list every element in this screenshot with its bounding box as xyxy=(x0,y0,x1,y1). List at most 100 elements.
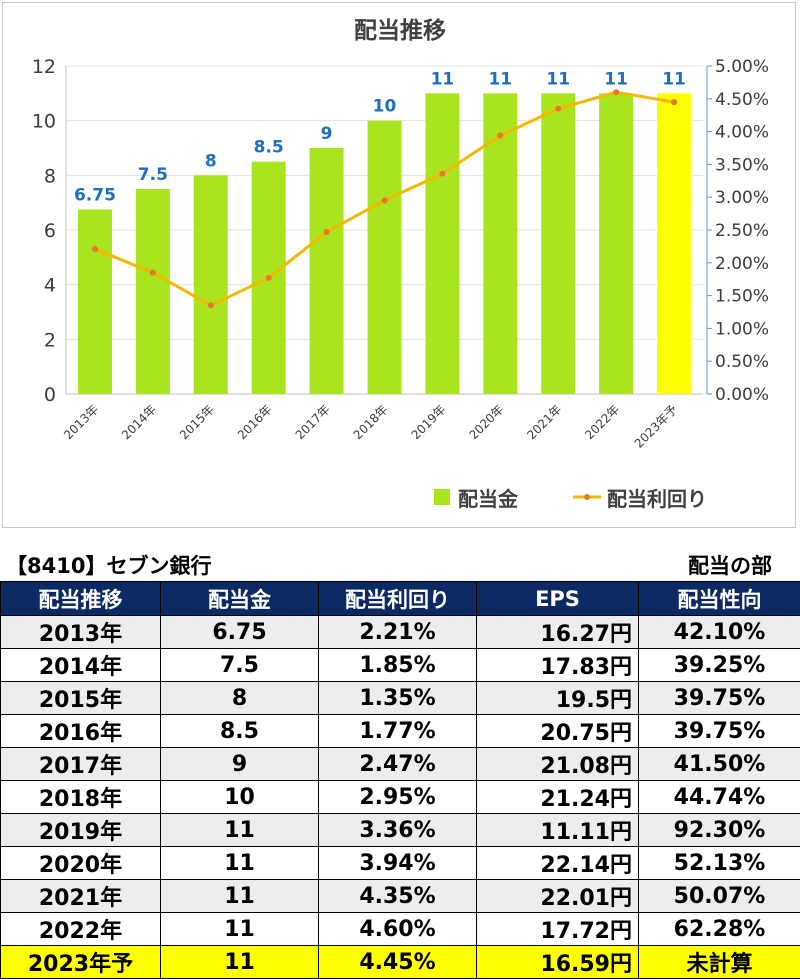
bar-data-label: 8.5 xyxy=(254,138,284,158)
table-cell: 2022年 xyxy=(1,913,161,946)
bar xyxy=(310,148,344,394)
table-cell: 20.75円 xyxy=(477,715,639,748)
y-right-tick-label: 4.50% xyxy=(715,90,769,110)
table-cell: 1.77% xyxy=(319,715,477,748)
table-cell: 22.14円 xyxy=(477,847,639,880)
bar-data-label: 11 xyxy=(604,69,628,89)
y-left-tick-label: 2 xyxy=(44,329,56,351)
x-tick-label: 2019年 xyxy=(409,402,449,442)
y-right-tick-label: 2.00% xyxy=(715,254,769,274)
y-right-tick-label: 3.00% xyxy=(715,188,769,208)
table-header-row: 【8410】セブン銀行 配当の部 xyxy=(0,548,800,578)
x-tick-label: 2021年 xyxy=(524,402,564,442)
bar-data-label: 8 xyxy=(205,151,217,171)
table-cell: 2014年 xyxy=(1,649,161,682)
y-left-tick-label: 4 xyxy=(44,275,56,297)
bar xyxy=(136,189,170,394)
y-right-tick-label: 3.50% xyxy=(715,155,769,175)
bar-data-label: 11 xyxy=(431,69,455,89)
bar-data-label: 11 xyxy=(546,69,570,89)
x-tick-label: 2015年 xyxy=(177,402,217,442)
table-cell: 22.01円 xyxy=(477,880,639,913)
table-cell: 2023年予 xyxy=(1,946,161,979)
table-cell: 2015年 xyxy=(1,682,161,715)
table-cell: 8.5 xyxy=(161,715,319,748)
bar xyxy=(194,175,228,394)
bar-data-label: 11 xyxy=(488,69,512,89)
bar xyxy=(599,93,633,394)
table-cell: 21.08円 xyxy=(477,748,639,781)
table-cell: 62.28% xyxy=(639,913,800,946)
table-cell: 6.75 xyxy=(161,616,319,649)
table-cell: 11 xyxy=(161,847,319,880)
table-cell: 2019年 xyxy=(1,814,161,847)
y-left-tick-label: 0 xyxy=(44,384,56,406)
legend-label-line: 配当利回り xyxy=(607,487,707,511)
y-right-tick-label: 5.00% xyxy=(715,57,769,77)
legend-swatch-marker xyxy=(584,494,590,500)
table-cell: 50.07% xyxy=(639,880,800,913)
y-right-tick-label: 0.50% xyxy=(715,352,769,372)
table-cell: 2013年 xyxy=(1,616,161,649)
table-cell: 11.11円 xyxy=(477,814,639,847)
x-tick-label: 2016年 xyxy=(235,402,275,442)
table-cell: 21.24円 xyxy=(477,781,639,814)
table-cell: 3.94% xyxy=(319,847,477,880)
column-header: 配当性向 xyxy=(639,582,800,616)
table-cell: 10 xyxy=(161,781,319,814)
yield-point xyxy=(555,106,561,112)
table-cell: 39.25% xyxy=(639,649,800,682)
table-cell: 42.10% xyxy=(639,616,800,649)
table-cell: 3.36% xyxy=(319,814,477,847)
column-header: EPS xyxy=(477,582,639,616)
table-cell: 4.60% xyxy=(319,913,477,946)
section-title: 配当の部 xyxy=(688,550,772,580)
chart-title: 配当推移 xyxy=(354,18,446,44)
table-cell: 7.5 xyxy=(161,649,319,682)
table-cell: 1.85% xyxy=(319,649,477,682)
y-left-tick-label: 6 xyxy=(44,220,56,242)
table-cell: 17.83円 xyxy=(477,649,639,682)
bar xyxy=(425,93,459,394)
table-cell: 39.75% xyxy=(639,715,800,748)
table-cell: 11 xyxy=(161,814,319,847)
table-cell: 8 xyxy=(161,682,319,715)
yield-point xyxy=(266,275,272,281)
bar-data-label: 6.75 xyxy=(74,186,116,206)
table-header: 配当推移 配当金 配当利回り EPS 配当性向 xyxy=(1,582,800,616)
column-header: 配当推移 xyxy=(1,582,161,616)
y-left-tick-label: 12 xyxy=(32,56,56,78)
x-tick-label: 2013年 xyxy=(61,402,101,442)
table-cell: 11 xyxy=(161,913,319,946)
table-cell: 9 xyxy=(161,748,319,781)
legend-swatch-bar xyxy=(434,489,450,505)
column-header: 配当金 xyxy=(161,582,319,616)
table-cell: 2.95% xyxy=(319,781,477,814)
bar xyxy=(541,93,575,394)
x-tick-label: 2020年 xyxy=(466,402,506,442)
table-cell: 4.35% xyxy=(319,880,477,913)
yield-point xyxy=(613,89,619,95)
legend-label-bar: 配当金 xyxy=(458,487,519,511)
yield-point xyxy=(671,99,677,105)
y-right-tick-label: 2.50% xyxy=(715,221,769,241)
y-right-tick-label: 4.00% xyxy=(715,123,769,143)
dividend-chart: 配当推移0246810120.00%0.50%1.00%1.50%2.00%2.… xyxy=(3,3,797,529)
table-cell: 11 xyxy=(161,880,319,913)
company-name: 【8410】セブン銀行 xyxy=(6,550,211,580)
bar xyxy=(657,93,691,394)
table-cell: 4.45% xyxy=(319,946,477,979)
yield-point xyxy=(324,229,330,235)
table-cell: 2016年 xyxy=(1,715,161,748)
table-cell: 2.21% xyxy=(319,616,477,649)
table-cell: 16.59円 xyxy=(477,946,639,979)
y-right-tick-label: 1.00% xyxy=(715,319,769,339)
